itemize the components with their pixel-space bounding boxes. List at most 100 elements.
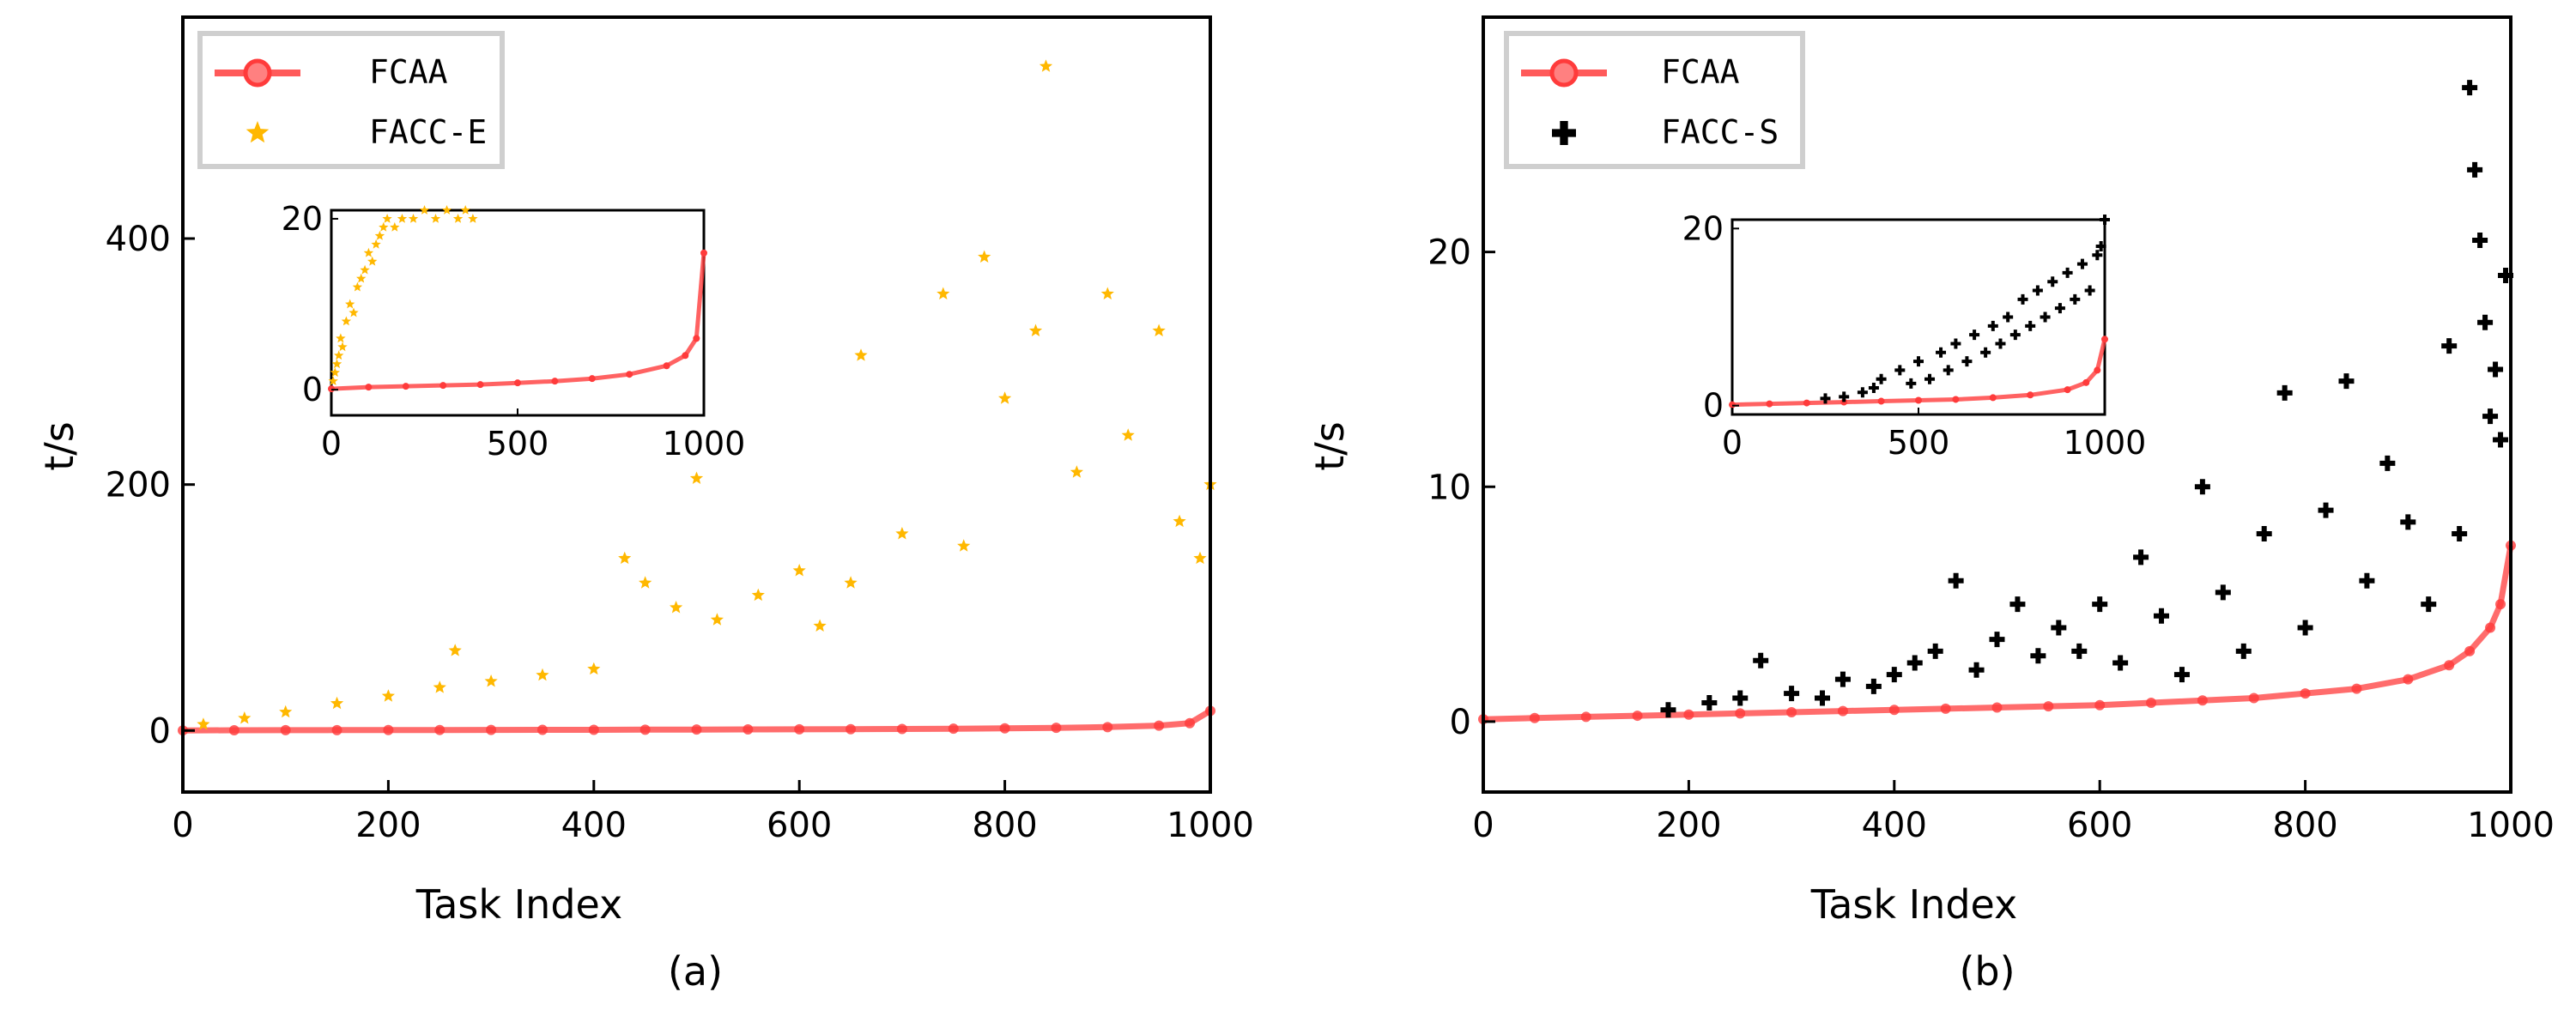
panel-a-inset-fcaa-point (402, 383, 409, 390)
panel-b-facc-s-point (2154, 608, 2170, 624)
panel-a-y-axis-label: t/s (36, 421, 82, 471)
panel-a-facc-e-point (330, 696, 344, 710)
panel-a-legend-star-shape (245, 121, 270, 143)
panel-b-y-tick-label: 0 (1450, 703, 1471, 742)
panel-a-fcaa-point (691, 724, 702, 735)
panel-b-inset-fcaa-point (1989, 394, 1997, 402)
panel-a-inset-fcaa-point (693, 335, 700, 342)
panel-a-facc-e-point (381, 689, 395, 702)
panel-a-inset-facc-e-point (345, 299, 355, 309)
panel-a-facc-e-point (710, 613, 724, 626)
panel-a-inset-facc-e-point (452, 214, 464, 223)
panel-a-inset-facc-e-point (360, 264, 370, 275)
panel-b-inset-fcaa-point (2027, 391, 2034, 399)
panel-a-facc-e-point (484, 674, 498, 687)
panel-b-x-axis-label: Task Index (1810, 881, 2018, 928)
panel-b-facc-s-point (2477, 314, 2494, 330)
panel-a-plot-frame (181, 15, 1212, 794)
panel-a-inset-fcaa-point (682, 352, 689, 360)
panel-b-inset-fcaa-point (1915, 396, 1922, 404)
panel-b-inset-facc-s-point (2092, 250, 2103, 261)
panel-a-facc-e-point (936, 287, 950, 299)
panel-a-facc-e-point (1039, 59, 1053, 72)
panel-a-facc-e-point (813, 619, 827, 632)
panel-b-fcaa-point (1940, 703, 1951, 714)
panel-b-inset-x-tick-label: 0 (1722, 424, 1743, 462)
panel-a-facc-e-point (854, 348, 868, 361)
panel-b-fcaa-point (2248, 692, 2259, 704)
panel-a-inset-facc-e-point (430, 214, 441, 223)
panel-b-facc-s-point (2482, 408, 2499, 425)
panel-b-fcaa-point (1632, 711, 1643, 722)
panel-b-facc-s-point (2173, 667, 2190, 683)
panel-b-inset-facc-s-point (2076, 258, 2088, 269)
panel-a-facc-e-point (998, 391, 1012, 404)
panel-a-inset-y-tick-label: 0 (302, 371, 323, 408)
panel-b-inset-facc-s-point (1868, 383, 1879, 394)
panel-b-inset-y-tick-label: 20 (1682, 209, 1724, 247)
panel-a-fcaa-point (588, 724, 599, 735)
panel-a-x-tick-label: 400 (561, 806, 627, 845)
panel-b-inset-fcaa-point (1766, 400, 1773, 408)
panel-a-facc-e-point (639, 576, 652, 589)
panel-b-fcaa-point (2197, 695, 2208, 706)
panel-b-fcaa-point (2403, 674, 2414, 685)
panel-b-facc-s-point (1968, 662, 1985, 678)
panel-a-inset-facc-e-point (408, 214, 419, 223)
panel-b-inset-facc-s-point (2003, 311, 2014, 323)
panel-b-inset-facc-s-point (2054, 303, 2065, 314)
panel-a-inset-facc-e-point (390, 221, 400, 232)
panel-a-inset-fcaa-point (551, 378, 559, 385)
panel-b-facc-s-point (2133, 549, 2149, 565)
panel-a-inset-fcaa-point (663, 362, 670, 370)
panel-b-inset-facc-s-point (2062, 267, 2073, 278)
panel-a-inset-facc-e-point (379, 221, 389, 232)
panel-a-inset-fcaa-point (476, 381, 484, 389)
panel-a-facc-e-point (792, 564, 806, 577)
panel-b-facc-s-point (1865, 678, 1882, 694)
panel-b-inset-facc-s-point (2070, 293, 2081, 305)
panel-a-facc-e-point (238, 711, 252, 724)
panel-b-inset-facc-s-point (2047, 276, 2058, 287)
panel-a-fcaa-point (434, 724, 445, 735)
panel-a-inset-facc-e-point (349, 307, 359, 318)
panel-b-facc-s-point (2092, 596, 2108, 613)
panel-b-facc-s-point (2318, 502, 2334, 518)
panel-b-plot-frame (1482, 15, 2512, 794)
panel-a-inset-facc-e-point (363, 247, 374, 257)
panel-a-fcaa-point (1154, 720, 1165, 731)
panel-a-fcaa-point (486, 724, 497, 735)
panel-a-x-axis-label: Task Index (415, 881, 623, 928)
panel-b-facc-s-point (1753, 652, 1769, 668)
panel-a-inset-facc-e-point (352, 281, 363, 292)
panel-a-facc-e-point (1028, 324, 1043, 336)
panel-b-facc-s-point (2498, 268, 2514, 283)
panel-a-fcaa-point (383, 724, 394, 735)
panel-b-inset-facc-s-point (1969, 330, 1980, 341)
panel-b-facc-s-point (2009, 596, 2026, 613)
panel-a-legend-facc-e-label: FACC-E (369, 113, 487, 151)
panel-a-fcaa-point (794, 723, 805, 735)
panel-b-inset-y-tick-label: 0 (1703, 387, 1724, 425)
panel-b-inset-facc-s-point (1913, 356, 1924, 367)
panel-a-facc-e-point (618, 551, 632, 565)
panel-b-facc-s-point (2379, 455, 2396, 471)
panel-a-facc-e-point (1173, 514, 1186, 528)
panel-a-caption: (a) (668, 948, 723, 995)
panel-b-facc-s-point (2276, 384, 2293, 401)
panel-b-inset-facc-s-point (1924, 373, 1936, 384)
panel-a-inset-facc-e-point (371, 239, 381, 249)
panel-b-inset-facc-s-point (1894, 365, 1906, 376)
panel-b-facc-s-point (1948, 572, 1964, 589)
panel-a-facc-e-point (689, 471, 704, 484)
panel-b-inset-facc-s-point (1961, 356, 1973, 367)
panel-a-inset-facc-e-point (356, 273, 367, 283)
panel-b-legend-box (1504, 31, 1805, 169)
panel-a-fcaa-series (178, 705, 1215, 736)
panel-b-facc-s-point (2256, 526, 2272, 541)
panel-a-inset-fcaa-point (439, 382, 447, 390)
panel-b-legend-facc-s-label: FACC-S (1661, 113, 1779, 151)
panel-a-facc-e-point (844, 576, 858, 589)
